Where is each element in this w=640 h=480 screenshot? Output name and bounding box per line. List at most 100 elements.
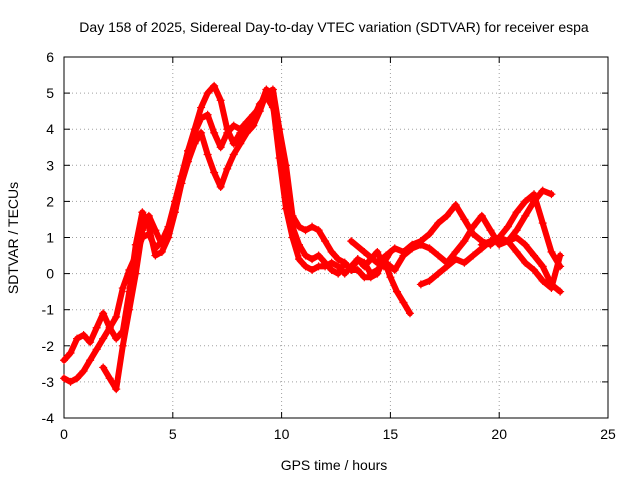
series-track-c	[99, 81, 395, 394]
data-point	[556, 287, 565, 296]
y-tick-label: -3	[42, 374, 55, 390]
data-point	[210, 128, 219, 137]
data-point	[512, 247, 521, 256]
data-point	[210, 81, 219, 90]
data-point	[197, 103, 206, 112]
data-point	[190, 125, 199, 134]
data-point	[242, 121, 251, 130]
data-point	[295, 222, 304, 231]
y-tick-label: 2	[46, 193, 54, 209]
data-point	[538, 219, 547, 228]
data-point	[73, 334, 82, 343]
data-point	[530, 190, 539, 199]
data-points	[60, 81, 565, 394]
data-point	[118, 341, 127, 350]
data-point	[229, 150, 238, 159]
data-point	[86, 356, 95, 365]
data-point	[170, 204, 179, 213]
data-point	[73, 374, 82, 383]
series-trace	[383, 187, 555, 273]
data-point	[216, 96, 225, 105]
data-point	[547, 190, 556, 199]
data-point	[86, 338, 95, 347]
y-axis-label: SDTVAR / TECUs	[5, 182, 21, 294]
data-point	[538, 186, 547, 195]
data-point	[131, 269, 140, 278]
data-point	[229, 139, 238, 148]
data-point	[334, 269, 343, 278]
data-point	[223, 164, 232, 173]
data-point	[112, 312, 121, 321]
data-point	[425, 229, 434, 238]
data-point	[477, 211, 486, 220]
data-point	[151, 251, 160, 260]
data-point	[434, 251, 443, 260]
data-point	[229, 121, 238, 130]
data-point	[521, 197, 530, 206]
data-point	[157, 240, 166, 249]
data-point	[434, 219, 443, 228]
data-point	[442, 262, 451, 271]
data-point	[538, 276, 547, 285]
data-point	[390, 265, 399, 274]
data-point	[373, 247, 382, 256]
data-point	[66, 349, 75, 358]
data-point	[105, 374, 114, 383]
data-point	[301, 226, 310, 235]
data-point	[486, 226, 495, 235]
data-point	[386, 273, 395, 282]
data-point	[60, 374, 68, 383]
data-point	[288, 211, 297, 220]
data-point	[79, 330, 88, 339]
data-point	[92, 345, 101, 354]
data-point	[301, 251, 310, 260]
data-point	[203, 110, 212, 119]
series-track-e	[382, 186, 556, 274]
data-point	[556, 262, 565, 271]
data-point	[268, 85, 277, 94]
x-tick-label: 25	[600, 426, 616, 442]
data-point	[442, 211, 451, 220]
data-point	[366, 273, 375, 282]
data-point	[382, 258, 391, 267]
data-point	[151, 226, 160, 235]
data-point	[373, 269, 382, 278]
x-axis-label: GPS time / hours	[281, 457, 388, 473]
data-point	[66, 377, 75, 386]
data-point	[223, 125, 232, 134]
data-point	[521, 211, 530, 220]
data-point	[416, 240, 425, 249]
data-point	[92, 323, 101, 332]
series-trace	[478, 191, 564, 270]
data-point	[99, 363, 108, 372]
data-point	[295, 255, 304, 264]
data-point	[399, 298, 408, 307]
data-point	[112, 385, 121, 394]
data-point	[477, 240, 486, 249]
data-point	[79, 367, 88, 376]
axis-ticks: 0 5 10 15 20 25 -4 -3 -2 -1 0 1 2 3 4 5 6	[42, 49, 616, 442]
data-point	[434, 269, 443, 278]
data-point	[399, 251, 408, 260]
data-point	[321, 258, 330, 267]
chart-title: Day 158 of 2025, Sidereal Day-to-day VTE…	[79, 19, 589, 35]
x-tick-label: 0	[60, 426, 68, 442]
data-point	[360, 262, 369, 271]
series-trace	[348, 202, 564, 295]
data-point	[547, 247, 556, 256]
data-point	[99, 309, 108, 318]
data-point	[425, 244, 434, 253]
data-point	[334, 255, 343, 264]
data-point	[530, 265, 539, 274]
data-point	[390, 244, 399, 253]
data-point	[295, 240, 304, 249]
data-point	[255, 99, 264, 108]
data-point	[281, 161, 290, 170]
data-point	[469, 251, 478, 260]
data-point	[314, 226, 323, 235]
data-point	[521, 258, 530, 267]
data-point	[451, 201, 460, 210]
data-point	[138, 208, 147, 217]
data-point	[216, 182, 225, 191]
y-tick-label: 0	[46, 266, 54, 282]
